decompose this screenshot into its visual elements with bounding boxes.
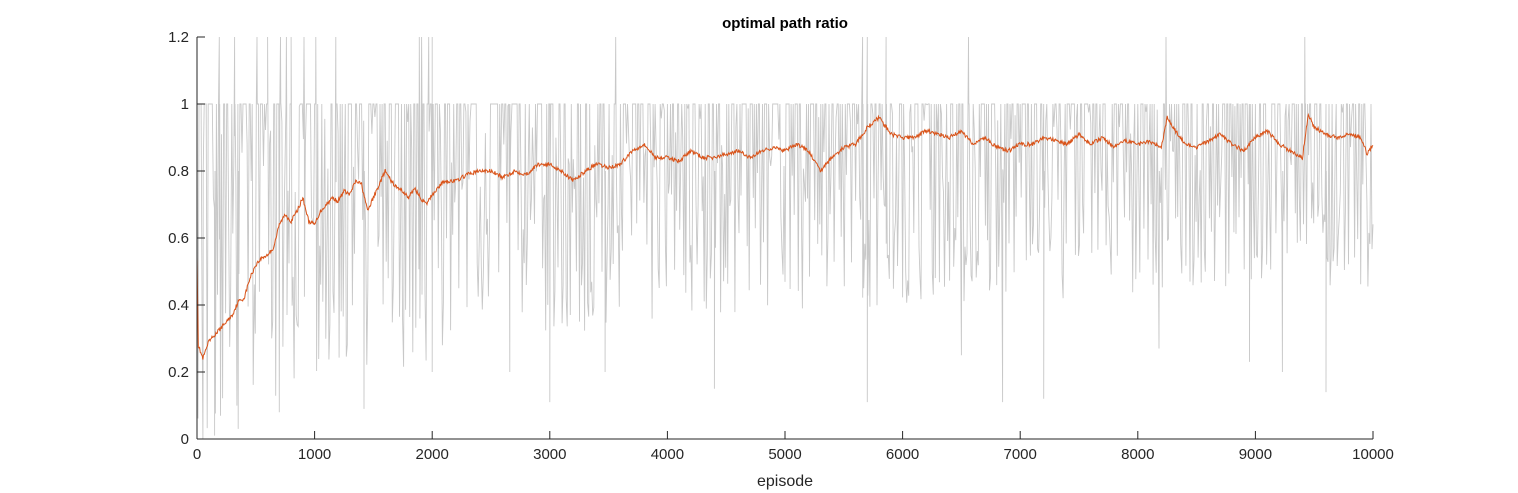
x-tick-label: 5000 [768, 446, 801, 463]
x-tick-label: 8000 [1121, 446, 1154, 463]
x-tick-label: 10000 [1352, 446, 1394, 463]
y-tick-label: 0.4 [168, 297, 189, 314]
x-tick-label: 1000 [298, 446, 331, 463]
y-tick-label: 0.8 [168, 163, 189, 180]
chart-title: optimal path ratio [722, 15, 848, 32]
x-tick-label: 0 [193, 446, 201, 463]
y-tick-label: 1.2 [168, 29, 189, 46]
moving-average-series [196, 112, 1374, 360]
y-tick-label: 0 [181, 431, 189, 448]
raw-series [196, 36, 1374, 440]
x-tick-label: 9000 [1239, 446, 1272, 463]
x-tick-label: 6000 [886, 446, 919, 463]
tick-labels: 0 1000 2000 3000 4000 5000 6000 7000 8000 9000 100… [168, 29, 1394, 463]
x-tick-label: 3000 [533, 446, 566, 463]
y-tick-label: 1 [181, 96, 189, 113]
x-tick-label: 2000 [416, 446, 449, 463]
x-tick-label: 7000 [1004, 446, 1037, 463]
y-tick-label: 0.6 [168, 230, 189, 247]
axes [196, 36, 1374, 440]
x-tick-label: 4000 [651, 446, 684, 463]
moving-average-line [196, 112, 1374, 360]
raw-series-line [196, 36, 1374, 440]
x-axis-label: episode [757, 473, 813, 490]
y-tick-label: 0.2 [168, 364, 189, 381]
